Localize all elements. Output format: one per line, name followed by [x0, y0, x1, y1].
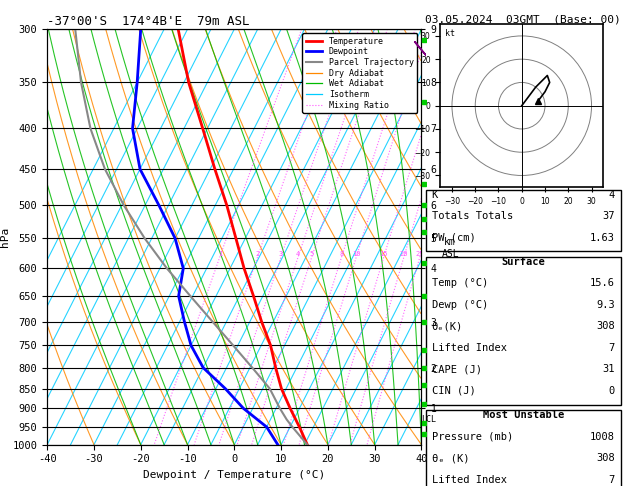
Text: kt: kt — [445, 29, 455, 38]
Text: θₑ(K): θₑ(K) — [431, 321, 463, 331]
Text: 9.3: 9.3 — [596, 300, 615, 310]
Bar — [426, 410, 621, 486]
Text: 4: 4 — [609, 190, 615, 200]
X-axis label: Dewpoint / Temperature (°C): Dewpoint / Temperature (°C) — [143, 470, 325, 480]
Text: Most Unstable: Most Unstable — [482, 410, 564, 420]
Text: Dewp (°C): Dewp (°C) — [431, 300, 488, 310]
Text: 37: 37 — [603, 211, 615, 221]
Text: Surface: Surface — [501, 257, 545, 267]
Text: 15: 15 — [380, 251, 388, 257]
Text: 5: 5 — [309, 251, 314, 257]
Text: 10: 10 — [352, 251, 360, 257]
Text: 20: 20 — [400, 251, 408, 257]
Text: K: K — [431, 190, 438, 200]
Text: 03.05.2024  03GMT  (Base: 00): 03.05.2024 03GMT (Base: 00) — [425, 15, 620, 25]
Text: LCL: LCL — [421, 415, 437, 424]
Text: 308: 308 — [596, 321, 615, 331]
Text: -37°00'S  174°4B'E  79m ASL: -37°00'S 174°4B'E 79m ASL — [47, 15, 250, 28]
Text: 1008: 1008 — [590, 432, 615, 442]
Text: 3: 3 — [279, 251, 283, 257]
Text: 308: 308 — [596, 453, 615, 463]
Text: 2: 2 — [255, 251, 260, 257]
Bar — [426, 257, 621, 404]
Text: 31: 31 — [603, 364, 615, 374]
Bar — [426, 190, 621, 251]
Legend: Temperature, Dewpoint, Parcel Trajectory, Dry Adiabat, Wet Adiabat, Isotherm, Mi: Temperature, Dewpoint, Parcel Trajectory… — [303, 34, 417, 113]
Text: 8: 8 — [340, 251, 344, 257]
Text: 0: 0 — [609, 386, 615, 396]
Text: CIN (J): CIN (J) — [431, 386, 476, 396]
Text: Pressure (mb): Pressure (mb) — [431, 432, 513, 442]
Text: Lifted Index: Lifted Index — [431, 343, 507, 353]
Text: PW (cm): PW (cm) — [431, 233, 476, 243]
Text: Totals Totals: Totals Totals — [431, 211, 513, 221]
Text: 25: 25 — [416, 251, 424, 257]
Y-axis label: km
ASL: km ASL — [442, 237, 459, 259]
Text: 7: 7 — [609, 475, 615, 485]
Text: Lifted Index: Lifted Index — [431, 475, 507, 485]
Text: 1: 1 — [218, 251, 222, 257]
Text: 1.63: 1.63 — [590, 233, 615, 243]
Text: 15.6: 15.6 — [590, 278, 615, 288]
Text: 4: 4 — [296, 251, 300, 257]
Text: 7: 7 — [609, 343, 615, 353]
Text: Temp (°C): Temp (°C) — [431, 278, 488, 288]
Text: CAPE (J): CAPE (J) — [431, 364, 482, 374]
Y-axis label: hPa: hPa — [0, 227, 9, 247]
Text: θₑ (K): θₑ (K) — [431, 453, 469, 463]
